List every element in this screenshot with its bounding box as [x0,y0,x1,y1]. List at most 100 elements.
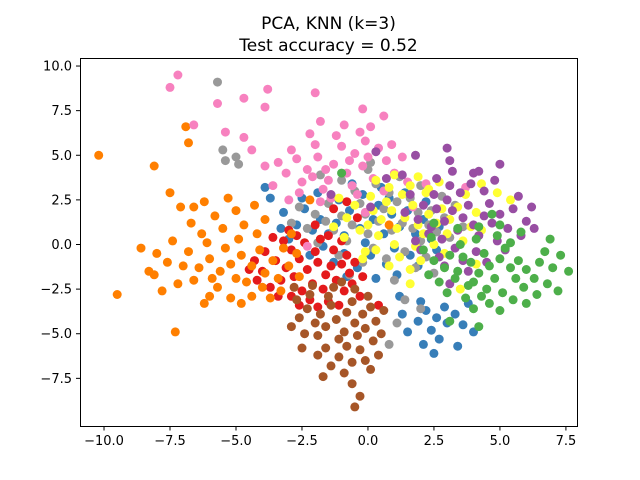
scatter-point [323,231,333,241]
scatter-point [247,261,257,271]
scatter-point [400,295,410,305]
scatter-point [376,329,386,339]
x-tick-label: 5.0 [490,434,511,449]
scatter-point [323,291,333,301]
series-orange [94,122,394,337]
scatter-point [440,263,449,273]
scatter-point [286,322,296,332]
scatter-point [355,291,365,301]
scatter-point [363,229,373,239]
scatter-point [231,273,241,283]
scatter-point [355,127,365,137]
scatter-point [292,248,302,258]
scatter-point [511,273,521,283]
scatter-point [527,202,537,212]
scatter-point [358,309,368,319]
scatter-point [432,174,442,183]
scatter-point [445,181,455,191]
scatter-point [242,277,251,287]
scatter-point [318,184,328,194]
scatter-point [432,204,442,214]
scatter-point [213,282,222,292]
scatter-point [347,220,357,230]
scatter-point [252,275,262,285]
x-tick-label: 7.5 [556,434,577,449]
scatter-point [149,161,159,171]
y-tick-label: 2.5 [51,193,72,208]
scatter-point [350,149,360,158]
scatter-point [379,111,389,121]
scatter-point [418,339,428,349]
series-yellow [329,170,515,294]
scatter-point [226,293,236,303]
scatter-point [529,223,539,233]
scatter-point [286,145,296,155]
scatter-point [418,245,428,255]
scatter-point [545,234,555,244]
scatter-point [294,272,304,282]
scatter-point [302,241,312,251]
scatter-point [213,77,222,87]
scatter-point [360,136,370,146]
scatter-point [463,266,473,276]
scatter-point [458,320,468,330]
scatter-point [471,207,481,217]
scatter-point [492,231,502,241]
scatter-point [466,179,476,189]
scatter-point [508,295,518,305]
scatter-point [329,159,339,169]
scatter-point [429,240,439,249]
scatter-point [239,220,249,230]
y-tick-label: −5.0 [40,327,72,342]
scatter-point [313,350,323,360]
scatter-point [321,322,331,332]
scatter-point [268,256,278,266]
scatter-point [168,236,178,246]
scatter-point [471,234,481,244]
scatter-point [268,232,278,242]
scatter-point [358,254,368,264]
scatter-point [463,281,473,290]
scatter-point [321,343,331,353]
scatter-point [297,286,307,296]
scatter-point [337,259,347,269]
scatter-point [331,131,341,141]
scatter-point [463,200,473,210]
scatter-point [308,172,317,182]
scatter-point [426,232,436,242]
scatter-point [199,298,209,308]
scatter-point [352,190,362,199]
scatter-point [450,309,460,319]
scatter-point [329,204,339,214]
scatter-point [276,286,286,296]
scatter-point [184,247,193,257]
scatter-point [366,302,376,312]
scatter-point [321,270,331,280]
scatter-point [310,140,320,150]
y-tick-label: 5.0 [51,149,72,164]
scatter-point [440,216,449,226]
scatter-point [484,199,494,208]
scatter-point [506,195,515,205]
scatter-point [252,229,262,239]
scatter-point [189,275,199,285]
scatter-point [384,261,394,271]
scatter-point [482,284,492,294]
scatter-point [313,152,323,162]
scatter-point [352,213,362,223]
scatter-point [374,350,383,360]
scatter-point [513,191,523,201]
scatter-point [426,325,436,335]
scatter-point [376,215,386,224]
scatter-point [413,316,423,326]
scatter-point [260,182,270,192]
scatter-point [339,120,349,130]
scatter-point [176,202,186,212]
scatter-point [279,243,288,253]
scatter-point [392,223,402,233]
scatter-point [358,161,368,171]
scatter-point [149,270,159,280]
scatter-point [477,291,486,301]
scatter-point [239,132,249,142]
scatter-point [371,245,381,255]
